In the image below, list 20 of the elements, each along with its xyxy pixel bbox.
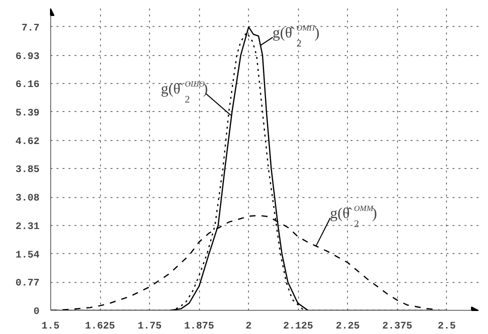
y-tick-label: 3.08	[15, 194, 40, 205]
y-tick-label: 0.77	[15, 278, 40, 290]
x-tick-label: 2.375	[382, 322, 412, 332]
y-tick-label: 5.39	[15, 108, 40, 120]
x-tick-label: 2	[246, 322, 252, 332]
y-tick-label: 3.85	[15, 165, 40, 176]
x-tick-label: 1.5	[42, 322, 60, 332]
x-tick-label: 1.75	[138, 322, 162, 332]
y-tick-label: 0	[34, 307, 40, 318]
y-tick-label: 6.93	[15, 52, 40, 63]
y-tick-label: 4.62	[15, 136, 40, 148]
x-tick-label: 2.125	[283, 322, 314, 332]
y-tick-label: 2.31	[15, 222, 40, 233]
x-tick-label: 2.5	[438, 322, 456, 332]
y-tick-label: 1.54	[15, 250, 40, 262]
x-tick-label: 1.625	[85, 322, 116, 332]
y-tick-label: 7.7	[21, 23, 40, 34]
x-tick-label: 1.875	[184, 322, 214, 332]
y-tick-label: 6.16	[15, 80, 40, 92]
x-tick-label: 2.25	[336, 322, 360, 332]
